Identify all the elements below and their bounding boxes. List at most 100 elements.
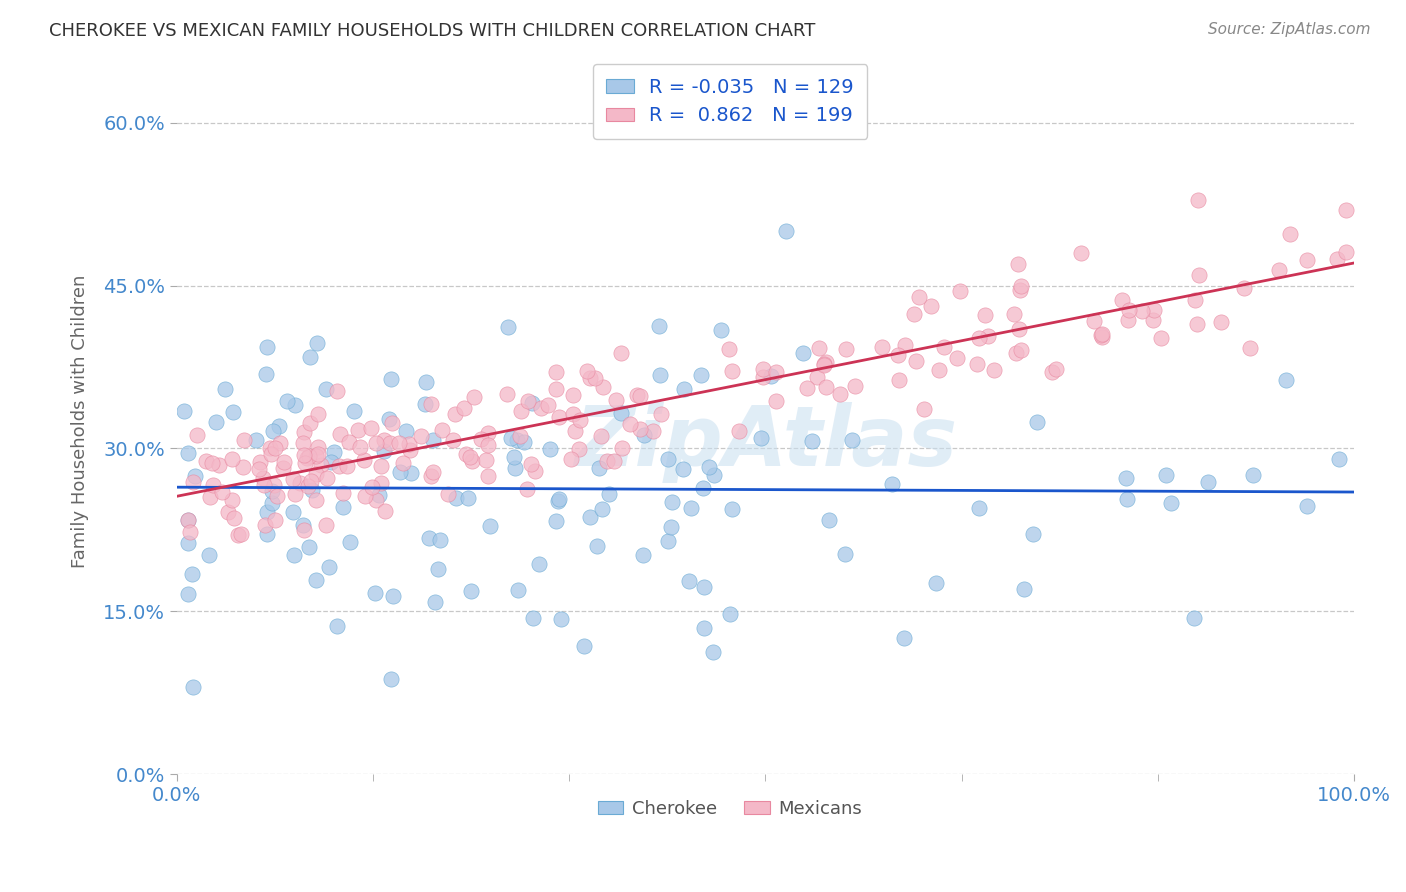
Point	[806, 370, 828, 384]
Point	[200, 490, 222, 504]
Point	[204, 415, 226, 429]
Point	[457, 491, 479, 506]
Point	[560, 451, 582, 466]
Point	[814, 380, 837, 394]
Point	[374, 504, 396, 518]
Point	[1132, 304, 1154, 318]
Point	[305, 450, 328, 464]
Point	[181, 680, 204, 694]
Point	[544, 382, 567, 396]
Point	[1279, 227, 1302, 241]
Point	[325, 384, 347, 398]
Point	[346, 423, 368, 437]
Point	[1010, 278, 1032, 293]
Point	[222, 404, 245, 418]
Point	[254, 368, 277, 382]
Point	[720, 364, 742, 378]
Point	[1241, 468, 1264, 483]
Point	[297, 449, 319, 463]
Point	[1005, 346, 1028, 360]
Point	[718, 607, 741, 622]
Point	[692, 481, 714, 495]
Point	[813, 358, 835, 372]
Point	[177, 513, 200, 527]
Point	[1091, 326, 1114, 341]
Point	[977, 328, 1000, 343]
Point	[315, 518, 337, 533]
Point	[305, 492, 328, 507]
Point	[1154, 468, 1177, 483]
Point	[1142, 312, 1164, 326]
Point	[657, 451, 679, 466]
Point	[256, 340, 278, 354]
Point	[339, 535, 361, 549]
Point	[969, 331, 991, 345]
Point	[887, 348, 910, 362]
Point	[749, 431, 772, 445]
Point	[702, 645, 724, 659]
Point	[690, 368, 713, 383]
Point	[360, 421, 382, 435]
Point	[231, 526, 253, 541]
Point	[496, 386, 519, 401]
Point	[841, 433, 863, 447]
Point	[796, 381, 818, 395]
Point	[1185, 317, 1208, 331]
Point	[546, 365, 568, 379]
Point	[520, 457, 543, 471]
Point	[561, 407, 583, 421]
Point	[291, 436, 314, 450]
Point	[1334, 245, 1357, 260]
Point	[717, 342, 740, 356]
Point	[266, 489, 288, 503]
Point	[815, 355, 838, 369]
Point	[583, 371, 606, 385]
Point	[444, 491, 467, 505]
Point	[1116, 313, 1139, 327]
Point	[1090, 327, 1112, 342]
Point	[398, 436, 420, 450]
Point	[181, 475, 204, 490]
Point	[509, 428, 531, 442]
Point	[392, 456, 415, 470]
Point	[378, 412, 401, 426]
Point	[1275, 373, 1298, 387]
Point	[503, 461, 526, 475]
Point	[328, 458, 350, 473]
Point	[323, 445, 346, 459]
Point	[276, 394, 298, 409]
Point	[264, 513, 287, 527]
Point	[294, 456, 316, 470]
Point	[373, 444, 395, 458]
Point	[818, 512, 841, 526]
Point	[546, 514, 568, 528]
Point	[591, 429, 613, 443]
Point	[380, 416, 402, 430]
Point	[309, 458, 332, 472]
Point	[496, 319, 519, 334]
Text: CHEROKEE VS MEXICAN FAMILY HOUSEHOLDS WITH CHILDREN CORRELATION CHART: CHEROKEE VS MEXICAN FAMILY HOUSEHOLDS WI…	[49, 22, 815, 40]
Point	[520, 395, 543, 409]
Point	[370, 458, 392, 473]
Point	[628, 422, 651, 436]
Point	[650, 407, 672, 421]
Point	[283, 549, 305, 563]
Point	[262, 424, 284, 438]
Point	[572, 639, 595, 653]
Point	[1142, 302, 1164, 317]
Point	[305, 467, 328, 481]
Point	[1184, 293, 1206, 307]
Point	[598, 487, 620, 501]
Point	[477, 426, 499, 441]
Point	[437, 487, 460, 501]
Text: ZipAtlas: ZipAtlas	[574, 402, 957, 483]
Point	[648, 368, 671, 382]
Point	[949, 284, 972, 298]
Point	[679, 500, 702, 515]
Point	[368, 488, 391, 502]
Point	[1160, 496, 1182, 510]
Point	[380, 673, 402, 687]
Point	[177, 536, 200, 550]
Point	[411, 429, 433, 443]
Point	[460, 583, 482, 598]
